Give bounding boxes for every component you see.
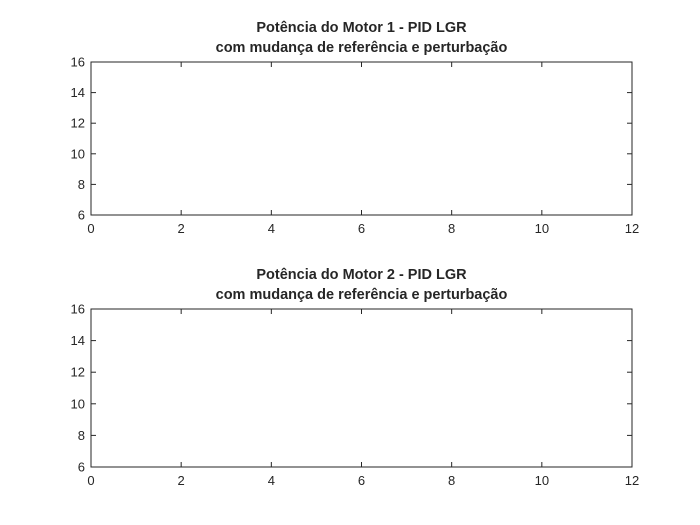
plot-motor-2: 0 2 4 6 8 10 12 6 8 10 12 14 16 Potência do Motor 2 -…	[71, 267, 640, 488]
p2-ytick-label: 8	[78, 428, 85, 443]
p1-xtick-label: 8	[448, 221, 455, 236]
p2-xtick-label: 0	[87, 473, 94, 488]
p2-title: Potência do Motor 2 - PID LGR	[256, 267, 467, 283]
p2-ytick-label: 14	[71, 333, 85, 348]
p1-ytick-label: 10	[71, 146, 85, 161]
p2-subtitle: com mudança de referência e perturbação	[216, 287, 508, 303]
p2-ytick-label: 16	[71, 302, 85, 317]
p1-title: Potência do Motor 1 - PID LGR	[256, 20, 467, 36]
p1-xtick-label: 6	[358, 221, 365, 236]
p2-xtick-label: 4	[268, 473, 275, 488]
p2-xtick-label: 8	[448, 473, 455, 488]
p2-ytick-label: 12	[71, 365, 85, 380]
p1-xtick-label: 2	[178, 221, 185, 236]
p1-xtick-label: 0	[87, 221, 94, 236]
p1-xtick-label: 10	[535, 221, 549, 236]
p2-axes-frame	[90, 308, 633, 468]
plot-motor-1: 0 2 4 6 8 10 12 6 8 10 12 14 16 Potência do Motor 1 -…	[71, 20, 640, 236]
p1-ytick-label: 8	[78, 177, 85, 192]
p2-xtick-label: 12	[625, 473, 639, 488]
p1-ytick-label: 14	[71, 85, 85, 100]
p1-xtick-label: 4	[268, 221, 275, 236]
p2-xtick-label: 6	[358, 473, 365, 488]
p1-axes-frame	[90, 61, 633, 216]
p1-ytick-label: 16	[71, 55, 85, 70]
p2-xtick-label: 2	[178, 473, 185, 488]
p2-ytick-label: 6	[78, 460, 85, 475]
p2-ytick-label: 10	[71, 396, 85, 411]
p1-subtitle: com mudança de referência e perturbação	[216, 40, 508, 56]
p2-xtick-label: 10	[535, 473, 549, 488]
p1-xtick-label: 12	[625, 221, 639, 236]
p1-ytick-label: 6	[78, 208, 85, 223]
p1-ytick-label: 12	[71, 116, 85, 131]
